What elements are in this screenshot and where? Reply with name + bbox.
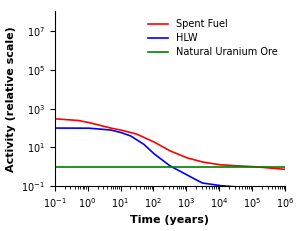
Legend: Spent Fuel, HLW, Natural Uranium Ore: Spent Fuel, HLW, Natural Uranium Ore <box>146 16 280 60</box>
X-axis label: Time (years): Time (years) <box>130 216 209 225</box>
Y-axis label: Activity (relative scale): Activity (relative scale) <box>6 26 16 172</box>
